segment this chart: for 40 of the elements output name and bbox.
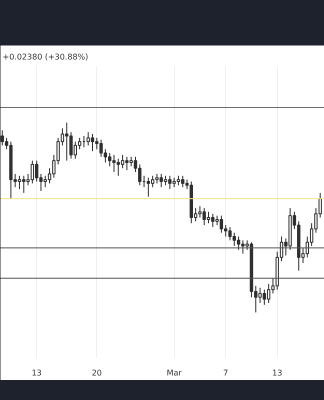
x-tick-label: 7 <box>223 368 228 378</box>
candlestick <box>266 283 270 304</box>
candlestick <box>150 175 154 188</box>
candlestick <box>206 211 210 224</box>
x-tick-label: 13 <box>32 368 42 378</box>
candlestick <box>34 160 38 182</box>
candlestick <box>168 175 172 190</box>
x-tick-label: 20 <box>92 368 102 378</box>
candlestick <box>164 175 168 186</box>
candlestick <box>172 177 176 188</box>
candlestick <box>220 215 224 234</box>
candlestick <box>176 175 180 186</box>
candlestick <box>65 122 68 162</box>
candlestick <box>125 156 129 171</box>
candlestick <box>236 236 240 250</box>
candlestick <box>129 156 133 167</box>
candlestick <box>198 206 202 218</box>
candlestick <box>181 175 184 188</box>
candlestick <box>262 289 266 306</box>
candlestick <box>30 160 34 184</box>
x-tick-label: Mar <box>166 368 182 378</box>
candlestick <box>146 177 150 198</box>
candlestick <box>99 139 103 158</box>
candlestick <box>69 132 73 160</box>
candlestick <box>241 240 245 254</box>
candlestick <box>138 164 142 186</box>
candlestick <box>228 226 232 241</box>
candlestick <box>90 134 94 152</box>
candlestick <box>18 175 22 190</box>
candlestick <box>258 287 262 304</box>
candlestick <box>215 215 219 226</box>
candlestick <box>155 173 159 184</box>
candlestick <box>44 175 47 188</box>
candlestick <box>86 132 90 146</box>
candlestick <box>160 173 163 188</box>
x-tick-label: 13 <box>272 368 282 378</box>
candlestick <box>120 154 124 169</box>
candlestick <box>22 175 26 194</box>
text: +0.02380 (+30.88%) <box>2 52 88 62</box>
candlestick <box>112 154 116 172</box>
